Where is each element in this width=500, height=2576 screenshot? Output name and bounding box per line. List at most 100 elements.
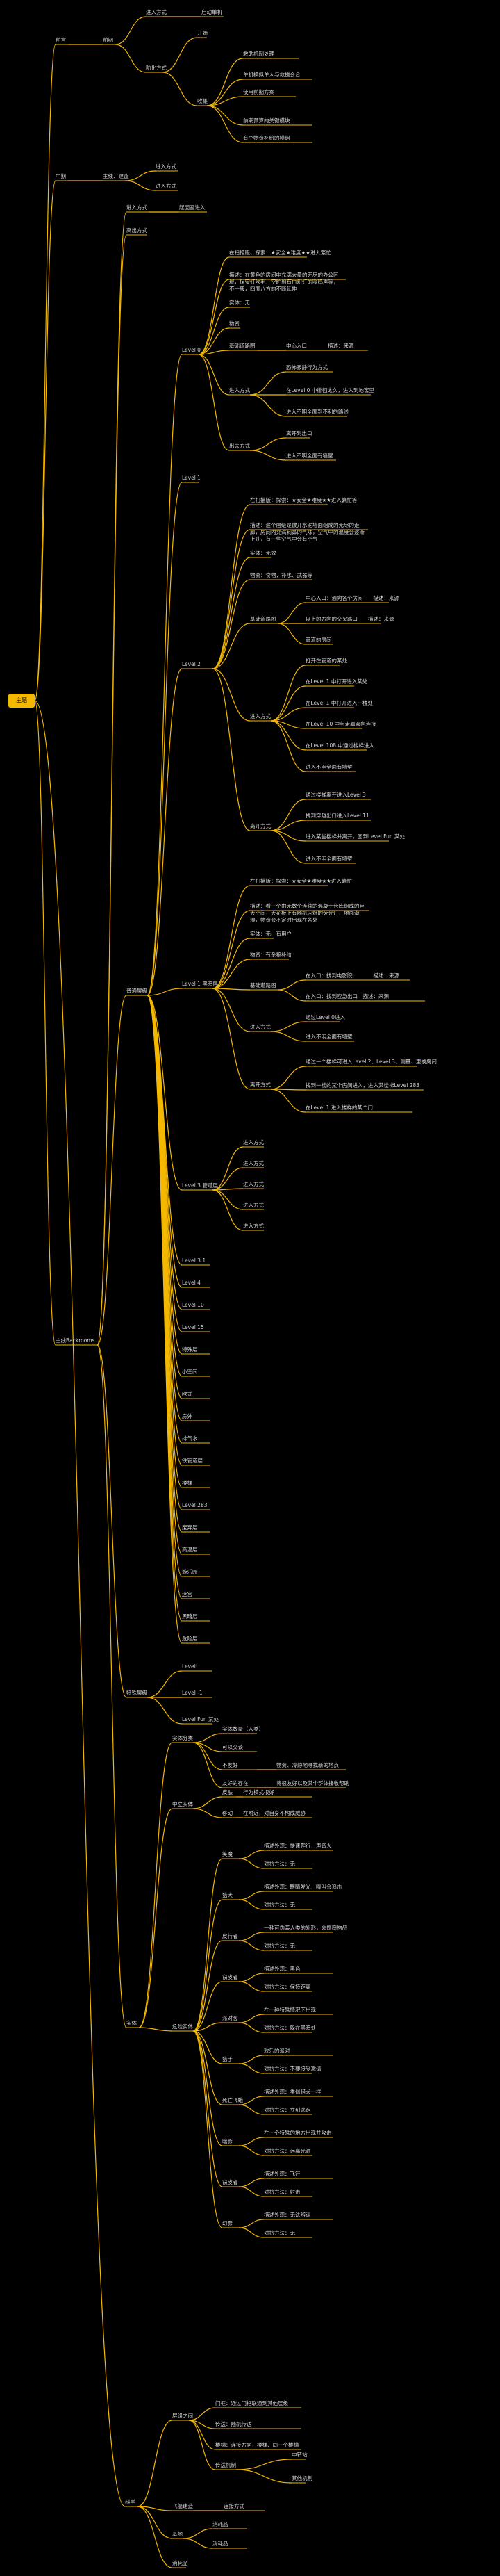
map-node[interactable]: 不友好	[222, 1762, 238, 1768]
map-node[interactable]: 楼梯：连接方向，楼梯、同一个楼梯	[215, 2442, 299, 2448]
map-node[interactable]: 基础道路图	[250, 616, 276, 622]
map-node[interactable]: 传送：随机传送	[215, 2421, 252, 2427]
map-node[interactable]: 一种可伪装人类的外形，会偷窃物品	[264, 1925, 347, 1931]
map-node[interactable]: 通过一个楼梯可进入Level 2、Level 3、测量、更换房间	[306, 1059, 437, 1065]
map-node[interactable]: 起因室进入	[179, 204, 206, 211]
level-item[interactable]: 高温层	[182, 1547, 198, 1553]
map-node[interactable]: 中立实体	[172, 1801, 193, 1807]
map-node[interactable]: 高出方式	[126, 227, 147, 234]
map-node[interactable]: 将很友好以及某个群体接收帮助	[276, 1780, 349, 1786]
map-node[interactable]: 物资：食物，补水、武器等	[250, 572, 312, 578]
map-node[interactable]: 中心入口：通向各个房间 描述：来源	[306, 595, 399, 601]
map-node[interactable]: 在扫描版：探索：★安全★难度★★进入繁忙等	[250, 497, 358, 503]
map-node[interactable]: 对抗方法：无	[264, 1902, 295, 1908]
map-node[interactable]: 基础道路图	[229, 343, 256, 349]
map-node[interactable]: 中心入口 描述：来源	[286, 343, 354, 349]
level-item[interactable]: 特殊层	[182, 1346, 198, 1353]
normal-levels[interactable]: 普通层级	[126, 988, 147, 994]
map-node[interactable]: 窃皮者	[222, 1974, 238, 1980]
map-node[interactable]: 对抗方法：立刻逃跑	[264, 2107, 311, 2113]
map-node[interactable]: 进入方式	[146, 9, 167, 15]
map-node[interactable]: 在Level 1 进入楼梯的某个门	[306, 1104, 373, 1111]
level-3[interactable]: Level 3 管道层	[182, 1182, 218, 1189]
map-node[interactable]: 进入方式	[243, 1181, 264, 1187]
map-node[interactable]: 其他机制	[292, 2475, 312, 2481]
level-item[interactable]: 房外	[182, 1413, 192, 1419]
level-item[interactable]: 危险层	[182, 1636, 198, 1642]
map-node[interactable]: 暗影	[222, 2138, 233, 2144]
map-node[interactable]: 进入方式	[126, 204, 147, 211]
level-item[interactable]: Level 15	[182, 1324, 204, 1330]
map-node[interactable]: 对抗方法：无	[264, 2230, 295, 2236]
topic-midgame[interactable]: 中期	[56, 173, 66, 179]
map-node[interactable]: 打开在管道的某处	[306, 658, 347, 664]
map-node[interactable]: 进入方式	[243, 1202, 264, 1208]
map-node[interactable]: 开始	[197, 30, 208, 36]
entities[interactable]: 实体	[126, 2020, 137, 2026]
map-node[interactable]: Level!	[182, 1663, 198, 1670]
special-levels[interactable]: 特殊层级	[126, 1690, 147, 1696]
map-node[interactable]: 实体：无效	[250, 550, 276, 556]
map-node[interactable]: 前期预算的关键模块	[243, 117, 290, 124]
map-node[interactable]: 中转站	[292, 2452, 308, 2458]
level-item[interactable]: Level 4	[182, 1280, 201, 1286]
map-node[interactable]: 在一个特殊的地方出现并攻击	[264, 2130, 332, 2136]
map-node[interactable]: 猎手	[222, 2056, 233, 2062]
map-node[interactable]: 消耗品	[212, 2521, 228, 2527]
map-node[interactable]: 离开到出口	[286, 430, 312, 437]
map-node[interactable]: 物资：有杂粮补给	[250, 952, 292, 958]
map-node[interactable]: 通过Level 0进入	[306, 1014, 345, 1020]
map-node[interactable]: 对抗方法：无	[264, 1943, 295, 1949]
level-1[interactable]: Level 1	[182, 475, 201, 481]
map-node[interactable]: 进入不明全面到不利的路线	[286, 409, 349, 415]
level-item[interactable]: 废弃层	[182, 1524, 198, 1531]
map-node[interactable]: 进入方式	[156, 163, 176, 170]
map-node[interactable]: 防化方式	[146, 65, 167, 71]
map-node[interactable]: 门框：通过门框联通到其他层级	[215, 2400, 288, 2406]
map-node[interactable]: 进入方式	[243, 1223, 264, 1229]
map-node[interactable]: 基础道路图	[250, 982, 276, 988]
topic-backrooms[interactable]: 主线Backrooms	[56, 1337, 95, 1344]
map-node[interactable]: 基地	[172, 2531, 183, 2537]
map-node[interactable]: 皮肤	[222, 1789, 233, 1795]
map-node[interactable]: 描述：这个层级是被开水泥墙面组成的无尽的走廊，房间内充满刺鼻的气味，空气中的温度…	[250, 522, 365, 542]
map-node[interactable]: 进入不明全面有墙壁	[286, 453, 333, 459]
map-node[interactable]: 移动	[222, 1810, 233, 1816]
map-node[interactable]: 实体：无	[229, 300, 250, 306]
map-node[interactable]: 派对客	[222, 2015, 238, 2021]
map-node[interactable]: 消耗品	[172, 2560, 188, 2566]
map-node[interactable]: 离开方式	[250, 823, 271, 829]
map-node[interactable]: 对抗方法：射击	[264, 2189, 301, 2195]
map-node[interactable]: 在入口：找到应急出口 描述：来源	[306, 993, 389, 1000]
level-item[interactable]: Level 10	[182, 1302, 204, 1308]
map-node[interactable]: 物资、冷静地寻找新的地点	[276, 1762, 339, 1768]
map-node[interactable]: 进入不明全面有墙壁	[306, 764, 353, 770]
map-node[interactable]: 描述外观：眼睛发光，嚎叫会追击	[264, 1884, 342, 1890]
map-node[interactable]: 在Level 1 中打开进入一楼处	[306, 700, 373, 706]
map-node[interactable]: 在Level 10 中与走廊双向连接	[306, 721, 376, 727]
map-node[interactable]: 前期	[103, 37, 113, 43]
map-node[interactable]: 实体分类	[172, 1735, 193, 1741]
map-node[interactable]: 通过楼梯离开进入Level 3	[306, 792, 366, 798]
level-2[interactable]: Level 2	[182, 661, 201, 667]
level-item[interactable]: 排气水	[182, 1435, 198, 1442]
map-node[interactable]: 描述外观：类似猎犬一样	[264, 2089, 322, 2095]
map-node[interactable]: 欢乐的派对	[264, 2048, 290, 2054]
map-node[interactable]: 在一种特殊情况下出现	[264, 2007, 316, 2013]
map-node[interactable]: 描述：看一个由无数个连续的混凝土仓库组成的巨大空间，天花板上有随机闪烁的荧光灯，…	[250, 903, 365, 923]
map-node[interactable]: 实体：无、有用户	[250, 931, 292, 937]
map-node[interactable]: 进入方式	[156, 183, 176, 189]
map-node[interactable]: 对抗方法：保持距离	[264, 1984, 311, 1990]
map-node[interactable]: 行为模式很好	[243, 1789, 274, 1795]
map-node[interactable]: 消耗品	[212, 2541, 228, 2547]
level-item[interactable]: Level 283	[182, 1502, 208, 1508]
map-node[interactable]: 在Level 108 中通过楼梯进入	[306, 742, 374, 749]
map-node[interactable]: 幻影	[222, 2220, 233, 2226]
map-node[interactable]: 恐怖寂静行为方式	[286, 364, 328, 370]
map-node[interactable]: 有个物资补给的模组	[243, 135, 290, 141]
map-node[interactable]: 对抗方法：躲在黑暗处	[264, 2025, 316, 2031]
level-item[interactable]: 黑暗层	[182, 1613, 198, 1620]
map-node[interactable]: 进入方式	[243, 1160, 264, 1166]
map-node[interactable]: 可以交谈	[222, 1744, 243, 1750]
map-node[interactable]: 进入方式	[229, 387, 250, 393]
